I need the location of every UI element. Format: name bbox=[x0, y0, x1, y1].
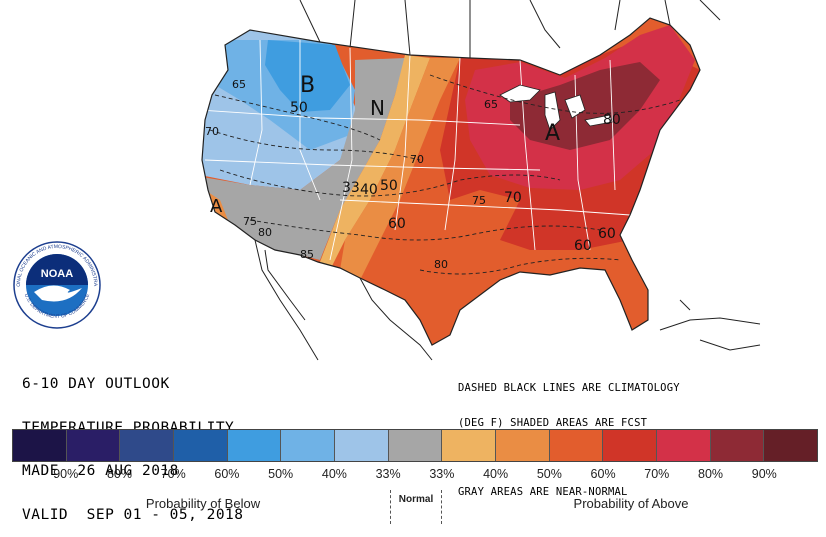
label-normal-marker: N bbox=[370, 96, 385, 120]
legend-tick: 50% bbox=[536, 467, 562, 481]
label-climo-85-sw: 85 bbox=[300, 248, 314, 261]
climatology-lines bbox=[209, 74, 681, 275]
legend-tick: 50% bbox=[268, 467, 294, 481]
label-west-marker: A bbox=[210, 196, 223, 217]
legend-color-bar bbox=[12, 429, 818, 462]
label-climo-75-sw: 75 bbox=[243, 215, 257, 228]
legend-swatch-5 bbox=[281, 430, 336, 461]
label-climo-70-plains: 70 bbox=[410, 153, 424, 166]
note-line-1: DASHED BLACK LINES ARE CLIMATOLOGY bbox=[458, 382, 680, 394]
label-below-marker: B bbox=[300, 73, 315, 98]
note-line-2: (DEG F) SHADED AREAS ARE FCST bbox=[458, 416, 648, 429]
label-above-marker: A bbox=[545, 121, 560, 146]
label-prob-60-se: 60 bbox=[574, 238, 592, 254]
noaa-logo-text: NOAA bbox=[41, 268, 73, 280]
legend-tick: 80% bbox=[106, 467, 132, 481]
normal-divider-right bbox=[441, 490, 442, 524]
label-below-50: 50 bbox=[290, 100, 308, 116]
normal-label: Normal bbox=[398, 494, 434, 505]
noaa-logo: NOAA NATIONAL OCEANIC AND ATMOSPHERIC AD… bbox=[12, 240, 101, 329]
label-prob-33: 33 bbox=[342, 180, 360, 196]
label-climo-70-w: 70 bbox=[205, 125, 219, 138]
legend-tick: 40% bbox=[321, 467, 347, 481]
legend-swatch-4 bbox=[227, 430, 282, 461]
label-prob-50: 50 bbox=[380, 178, 398, 194]
legend-swatch-13 bbox=[710, 430, 765, 461]
legend-swatch-2 bbox=[120, 430, 175, 461]
legend-tick: 70% bbox=[160, 467, 186, 481]
legend-tick: 60% bbox=[590, 467, 616, 481]
label-prob-70-ne: 70 bbox=[504, 190, 522, 206]
probability-below-label: Probability of Below bbox=[145, 496, 261, 511]
title-line-3: MADE 26 AUG 2018 bbox=[22, 463, 179, 479]
legend-tick: 40% bbox=[483, 467, 509, 481]
map-labels: B N A A 50 65 70 75 80 85 33 40 50 70 60… bbox=[205, 73, 621, 271]
normal-divider-left bbox=[390, 490, 391, 524]
title-line-1: 6-10 DAY OUTLOOK bbox=[22, 376, 170, 392]
legend-swatch-1 bbox=[66, 430, 121, 461]
legend-tick: 60% bbox=[214, 467, 240, 481]
legend-tick: 33% bbox=[429, 467, 455, 481]
label-prob-40: 40 bbox=[360, 182, 378, 198]
legend-swatch-9 bbox=[496, 430, 550, 461]
legend-swatch-11 bbox=[603, 430, 658, 461]
legend-swatch-7 bbox=[388, 430, 443, 461]
us-outline bbox=[201, 17, 701, 346]
legend-tick: 90% bbox=[53, 467, 79, 481]
probability-above-label: Probability of Above bbox=[573, 496, 689, 511]
legend-swatch-3 bbox=[174, 430, 228, 461]
note-line-4: GRAY AREAS ARE NEAR-NORMAL bbox=[458, 485, 628, 498]
legend-swatch-0 bbox=[13, 430, 67, 461]
legend-swatch-6 bbox=[335, 430, 389, 461]
state-borders bbox=[202, 39, 631, 261]
legend-tick: 90% bbox=[751, 467, 777, 481]
label-climo-75-c: 75 bbox=[472, 194, 486, 207]
legend-swatch-10 bbox=[549, 430, 604, 461]
legend-tick: 80% bbox=[698, 467, 724, 481]
label-climo-65-nw: 65 bbox=[232, 78, 246, 91]
legend-swatch-12 bbox=[657, 430, 711, 461]
legend-tick: 70% bbox=[644, 467, 670, 481]
label-climo-65-ne: 65 bbox=[484, 98, 498, 111]
legend-swatch-8 bbox=[442, 430, 497, 461]
legend-tick: 33% bbox=[375, 467, 401, 481]
title-line-4: VALID SEP 01 - 05, 2018 bbox=[22, 506, 244, 523]
legend-swatch-14 bbox=[764, 430, 818, 461]
label-prob-80-ne: 80 bbox=[603, 112, 621, 128]
label-prob-60-plains: 60 bbox=[388, 216, 406, 232]
label-climo-80-sw: 80 bbox=[258, 226, 272, 239]
label-climo-80-tx: 80 bbox=[434, 258, 448, 271]
outlook-map: B N A A 50 65 70 75 80 85 33 40 50 70 60… bbox=[201, 0, 761, 361]
label-prob-60-se2: 60 bbox=[598, 226, 616, 242]
background-borders bbox=[254, 0, 761, 361]
